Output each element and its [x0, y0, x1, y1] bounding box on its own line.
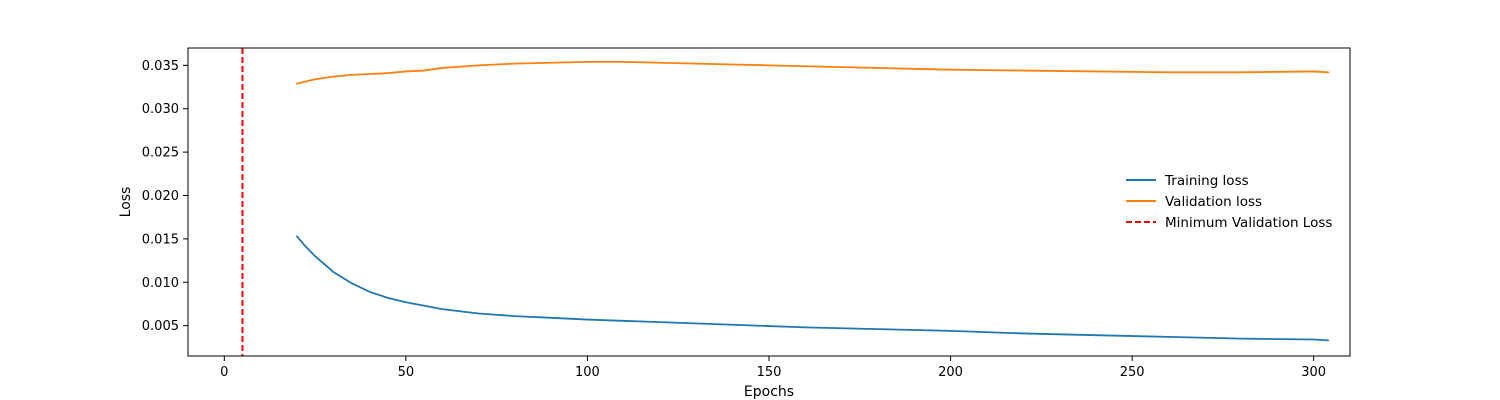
- x-tick-label: 0: [220, 365, 228, 380]
- y-tick-label: 0.015: [142, 232, 179, 247]
- y-tick-label: 0.025: [142, 146, 179, 161]
- legend-label: Training loss: [1164, 173, 1249, 189]
- y-tick-label: 0.030: [142, 102, 179, 117]
- x-tick-label: 300: [1301, 365, 1326, 380]
- legend-label: Validation loss: [1165, 194, 1262, 210]
- x-tick-label: 250: [1120, 365, 1145, 380]
- axes: 0 50 100 150 200 250 300 0.005 0.010 0.015 0.020 0.…: [118, 47, 1351, 400]
- legend: Training loss Validation loss Minimum Vali…: [1126, 173, 1332, 231]
- x-tick-label: 200: [938, 365, 963, 380]
- plot-area: [241, 48, 1330, 356]
- y-tick-label: 0.010: [142, 276, 179, 291]
- x-tick-label: 50: [398, 365, 415, 380]
- y-axis-label: Loss: [118, 187, 134, 218]
- legend-label: Minimum Validation Loss: [1165, 215, 1332, 231]
- x-axis-label: Epochs: [744, 384, 794, 400]
- x-tick-label: 150: [757, 365, 782, 380]
- series-line-training-loss: [296, 235, 1330, 342]
- y-tick-label: 0.035: [142, 59, 179, 74]
- series-line-validation-loss: [296, 60, 1330, 85]
- y-tick-label: 0.020: [142, 189, 179, 204]
- y-tick-label: 0.005: [142, 319, 179, 334]
- x-tick-label: 100: [575, 365, 600, 380]
